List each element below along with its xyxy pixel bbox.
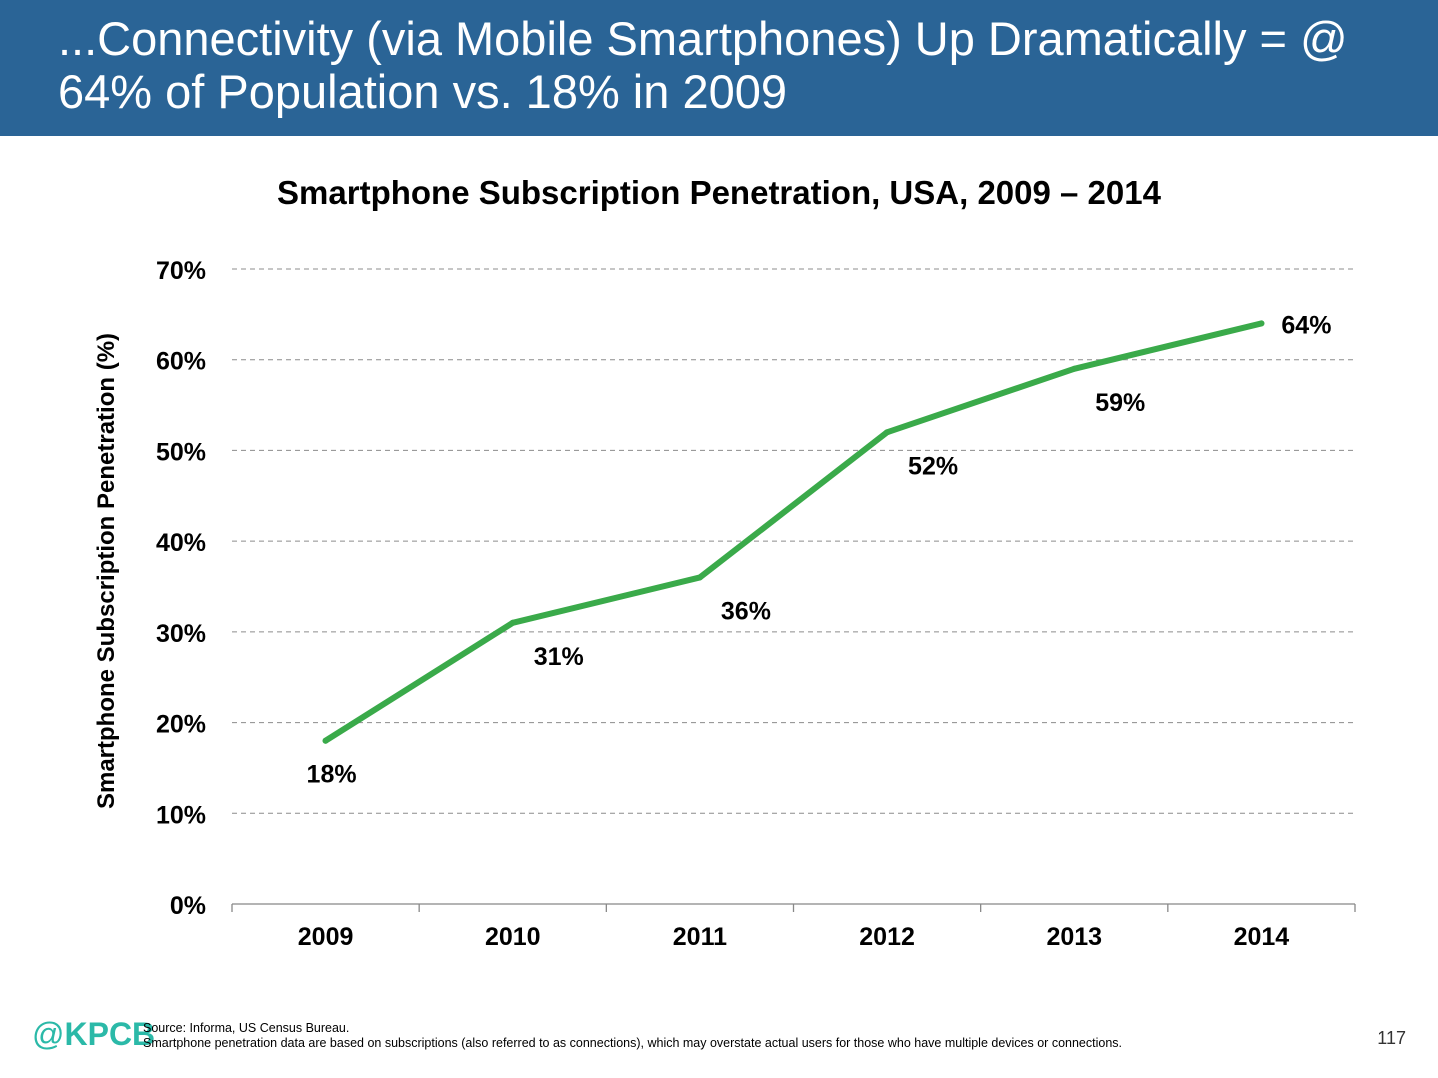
- y-tick-label: 60%: [156, 348, 206, 376]
- x-tick-label: 2010: [485, 923, 541, 951]
- logo-at-sign: @: [32, 1016, 65, 1052]
- series-line: [322, 320, 1265, 744]
- data-label: 52%: [908, 452, 958, 480]
- header-bar: ...Connectivity (via Mobile Smartphones)…: [0, 0, 1438, 136]
- y-tick-label: 70%: [156, 257, 206, 285]
- logo-text: KPCB: [64, 1016, 156, 1052]
- methodology-note: Smartphone penetration data are based on…: [143, 1036, 1123, 1050]
- footer-notes: Source: Informa, US Census Bureau. Smart…: [143, 1021, 1323, 1051]
- data-point: [1258, 320, 1265, 327]
- x-tick-label: 2009: [298, 923, 354, 951]
- page-number: 117: [1377, 1028, 1406, 1048]
- slide-title: ...Connectivity (via Mobile Smartphones)…: [58, 12, 1348, 118]
- data-label: 59%: [1095, 389, 1145, 417]
- data-point: [884, 429, 891, 436]
- data-point: [696, 574, 703, 581]
- data-point: [322, 737, 329, 744]
- x-tick-label: 2012: [859, 923, 915, 951]
- chart-title: Smartphone Subscription Penetration, USA…: [277, 174, 1161, 211]
- data-label: 36%: [721, 597, 771, 625]
- data-point: [1071, 365, 1078, 372]
- y-axis-title: Smartphone Subscription Penetration (%): [93, 333, 120, 809]
- data-label: 18%: [307, 761, 357, 789]
- data-label: 31%: [534, 643, 584, 671]
- y-tick-label: 50%: [156, 438, 206, 466]
- x-tick-label: 2011: [673, 923, 727, 951]
- y-tick-label: 10%: [156, 801, 206, 829]
- source-note: Source: Informa, US Census Bureau.: [143, 1021, 350, 1035]
- data-label: 64%: [1281, 311, 1331, 339]
- y-tick-label: 20%: [156, 711, 206, 739]
- x-tick-label: 2014: [1234, 923, 1290, 951]
- kpcb-logo: @KPCB: [32, 1016, 155, 1053]
- y-tick-label: 0%: [170, 892, 206, 920]
- y-tick-label: 40%: [156, 529, 206, 557]
- x-tick-label: 2013: [1046, 923, 1102, 951]
- y-tick-label: 30%: [156, 620, 206, 648]
- data-point: [509, 619, 516, 626]
